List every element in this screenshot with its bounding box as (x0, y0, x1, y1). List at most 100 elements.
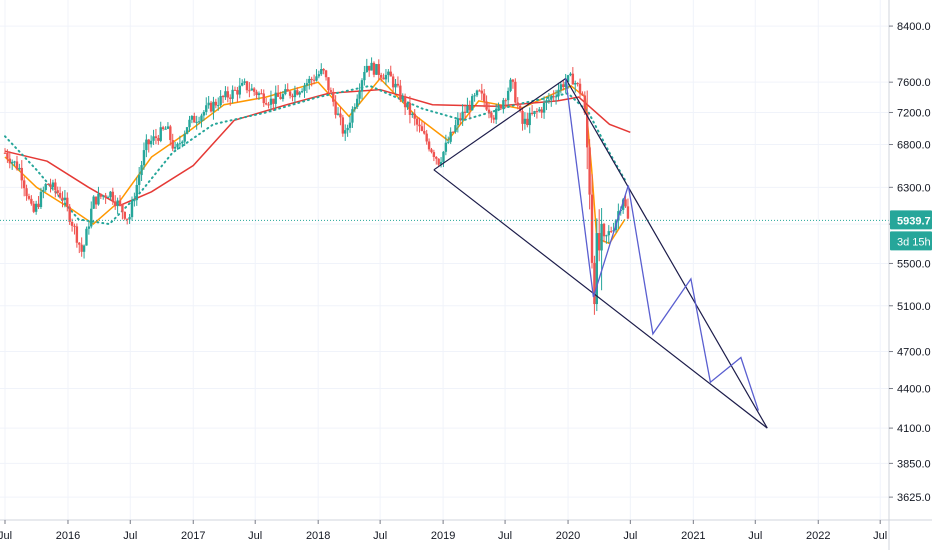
drawings-layer[interactable] (0, 78, 889, 429)
candle-body (415, 118, 419, 125)
candle-body (264, 103, 268, 105)
candle-body (360, 80, 364, 92)
wave-projection-path[interactable] (565, 78, 760, 411)
candle-body (358, 91, 361, 99)
candle-body (32, 203, 35, 212)
candle-body (466, 105, 469, 113)
candle-body (494, 108, 498, 120)
candle-body (511, 79, 515, 82)
candle-body (281, 94, 285, 100)
candle-body (432, 152, 436, 157)
candle-body (609, 231, 613, 233)
candle-body (487, 109, 491, 113)
candle-body (286, 89, 289, 92)
candle-body (63, 197, 67, 201)
x-tick-label: Jul (748, 530, 762, 542)
candle-body (514, 81, 517, 103)
candle-body (444, 142, 448, 152)
x-tick-label: Jul (0, 530, 12, 542)
candle-body (435, 156, 438, 159)
candle-body (293, 90, 297, 98)
candle-body (351, 109, 354, 123)
candle-body (367, 65, 371, 71)
candle-body (518, 105, 522, 111)
x-tick-label: 2016 (56, 530, 80, 542)
candle-body (312, 79, 316, 81)
candle-body (382, 77, 385, 80)
candle-body (66, 197, 69, 207)
candle-body (56, 190, 59, 193)
candle-body (499, 105, 503, 109)
candle-body (149, 140, 153, 145)
candle-body (595, 233, 599, 305)
x-tick-label: 2021 (681, 530, 705, 542)
candle-body (54, 182, 57, 191)
candle-body (197, 121, 201, 123)
candle-body (315, 76, 318, 81)
candle-body (250, 88, 253, 91)
candle-body (80, 244, 83, 252)
candle-body (279, 96, 282, 100)
y-tick-label: 3625.0 (897, 492, 931, 504)
candle-body (90, 208, 93, 227)
candle-body (252, 88, 256, 92)
y-tick-label: 3850.0 (897, 458, 931, 470)
y-tick-label: 6800.0 (897, 140, 931, 152)
candle-body (411, 113, 414, 115)
x-tick-label: 2019 (431, 530, 455, 542)
candle-body (267, 104, 270, 106)
candle-body (42, 189, 45, 192)
candle-body (291, 95, 294, 98)
candle-body (190, 115, 194, 120)
candle-body (106, 197, 110, 199)
candle-body (176, 143, 179, 147)
candle-body (308, 78, 311, 84)
candle-body (10, 161, 14, 164)
candle-body (73, 225, 76, 227)
candle-body (269, 98, 273, 105)
candle-body (454, 125, 457, 133)
candle-body (202, 111, 206, 116)
candle-body (389, 71, 392, 77)
candle-body (137, 175, 141, 186)
candle-body (257, 93, 261, 96)
trend-line[interactable] (433, 169, 768, 429)
trend-line[interactable] (565, 78, 768, 429)
candle-body (624, 199, 627, 207)
price-axis[interactable] (889, 0, 932, 550)
candle-body (114, 201, 117, 207)
candle-body (516, 102, 519, 106)
candle-body (581, 93, 584, 96)
candle-body (420, 126, 424, 131)
candle-body (217, 105, 220, 107)
candle-body (475, 90, 479, 96)
candle-body (92, 196, 95, 209)
candle-body (559, 84, 563, 90)
candle-body (418, 124, 421, 127)
time-axis[interactable] (0, 520, 932, 550)
bar-countdown-badge (890, 231, 932, 251)
candle-body (451, 131, 455, 133)
candle-body (523, 118, 527, 124)
candle-body (248, 90, 251, 92)
candle-body (173, 146, 177, 149)
candle-body (348, 122, 352, 128)
candle-body (569, 73, 572, 76)
trend-line[interactable] (433, 78, 566, 171)
candle-body (75, 226, 79, 243)
candle-body (427, 141, 431, 150)
candle-body (147, 139, 150, 145)
candle-body (70, 221, 74, 226)
candle-body (590, 194, 594, 263)
candle-body (526, 118, 529, 126)
candle-body (262, 93, 265, 104)
candle-body (363, 71, 366, 81)
candle-body (552, 96, 555, 98)
candle-body (456, 118, 460, 126)
candle-body (219, 96, 222, 106)
candle-body (394, 83, 397, 88)
candle-body (231, 89, 234, 99)
